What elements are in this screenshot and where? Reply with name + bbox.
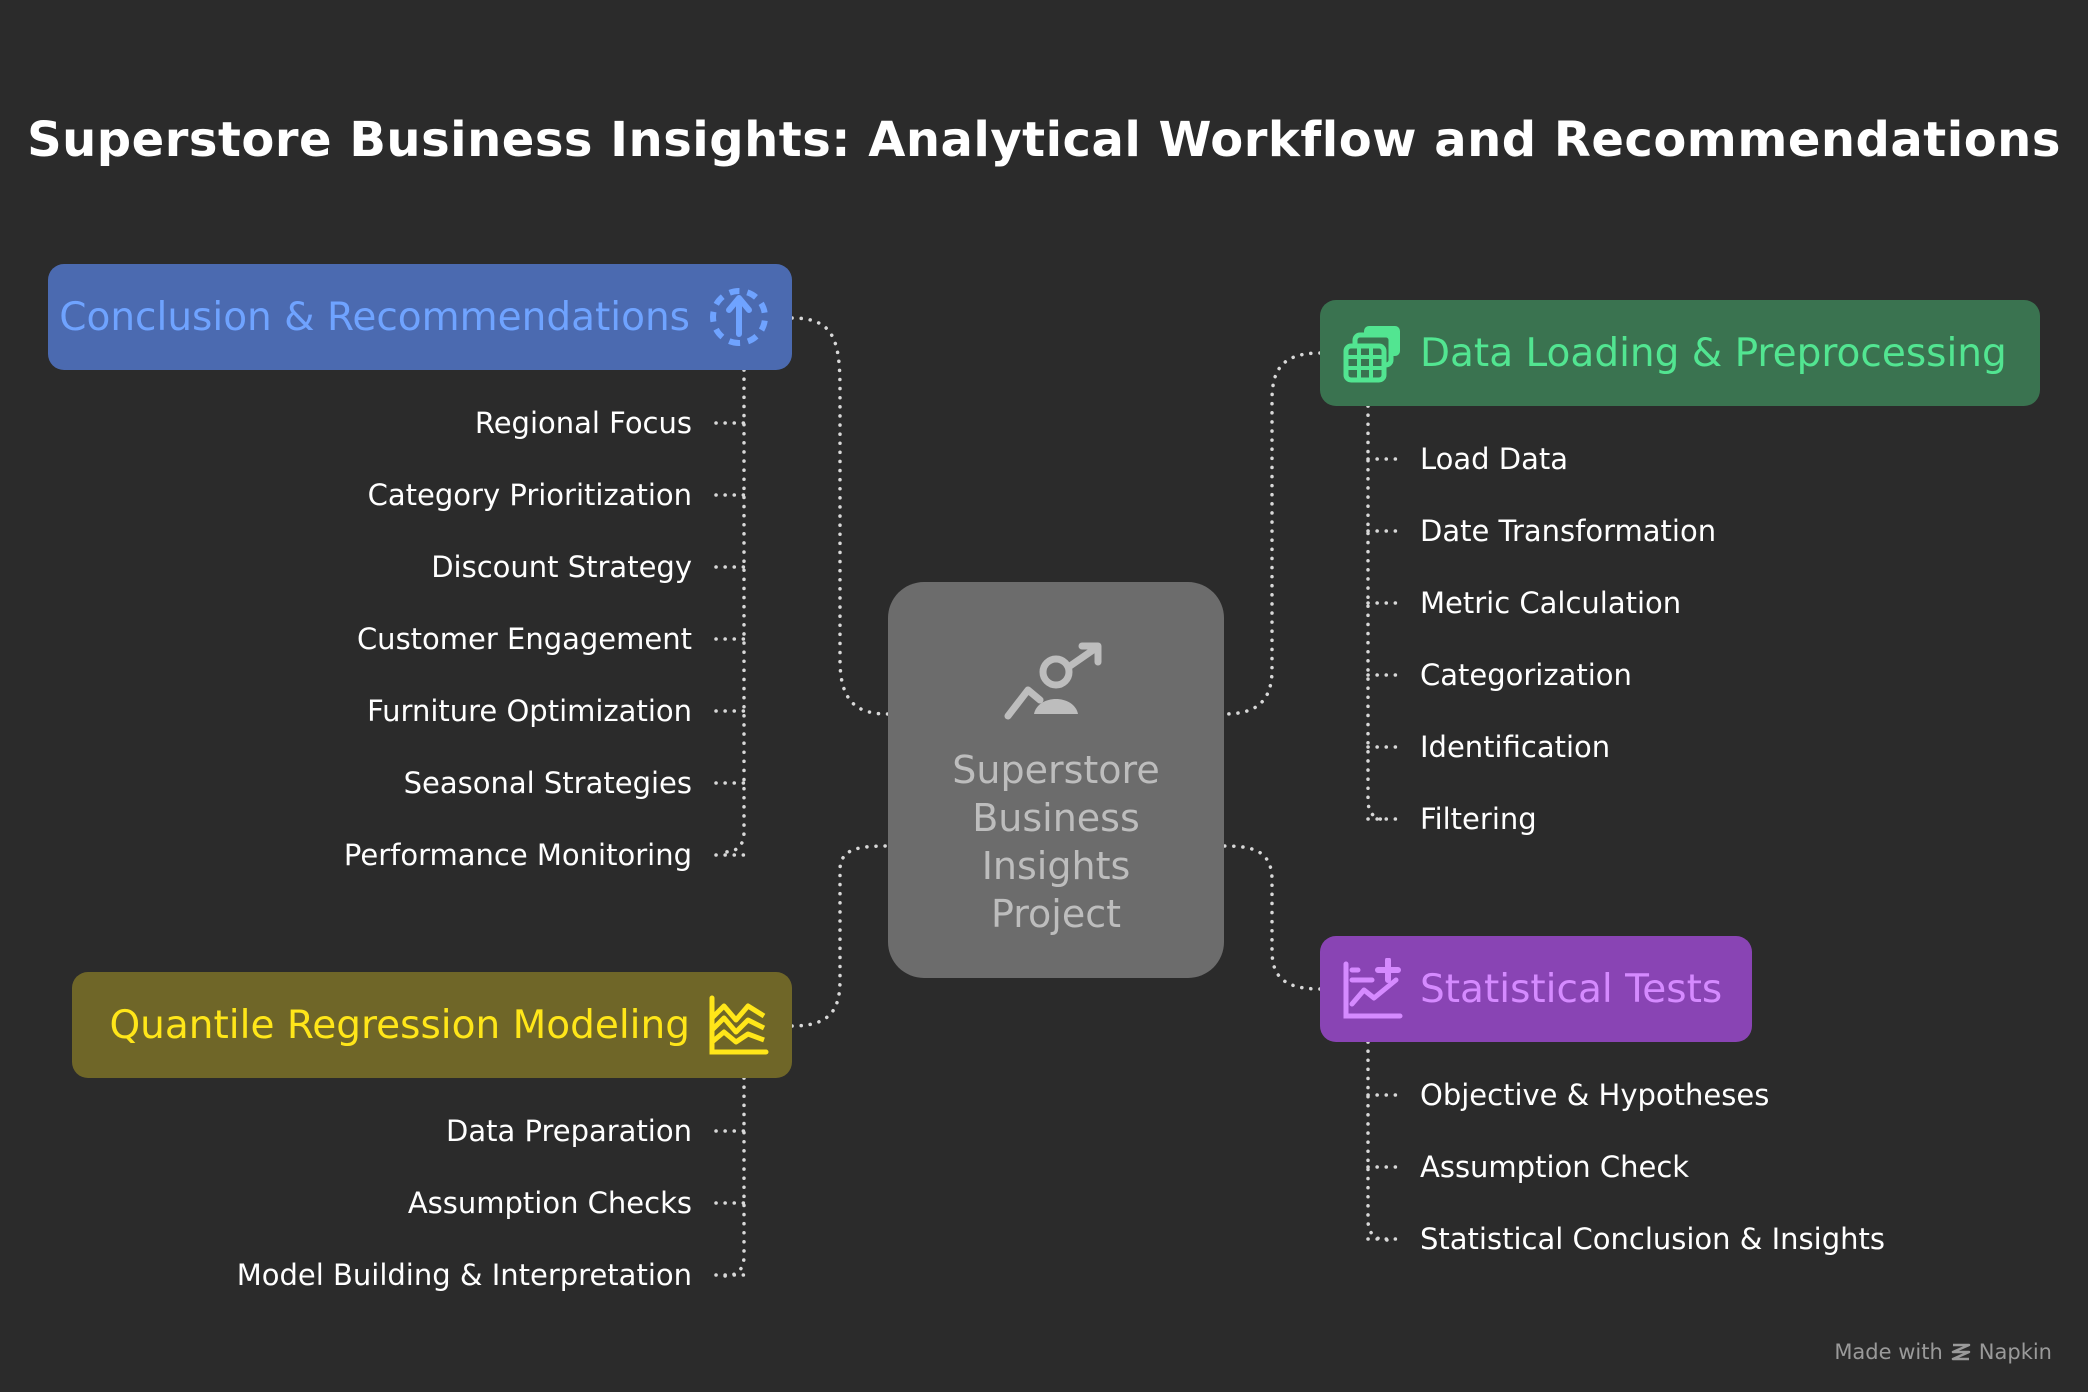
leaf-customer-engagement: Customer Engagement	[356, 622, 692, 656]
trunk-data	[1366, 404, 1390, 822]
napkin-brand: Napkin	[1978, 1340, 2052, 1364]
trunk-conclusion	[722, 368, 746, 854]
leaf-discount-strategy: Discount Strategy	[431, 550, 692, 584]
leaf-date-transformation: Date Transformation	[1420, 514, 1717, 548]
trunk-stats	[1366, 1040, 1390, 1242]
branch-label: Conclusion & Recommendations	[59, 294, 690, 340]
connector-quantile	[790, 844, 890, 1028]
branch-statistical-tests[interactable]: Statistical Tests	[1320, 936, 1752, 1042]
leaf-assumption-checks: Assumption Checks	[407, 1186, 692, 1220]
leaf-furniture-optimization: Furniture Optimization	[367, 694, 692, 728]
area-chart-icon	[708, 994, 770, 1056]
person-growth-arrow-icon	[1000, 640, 1112, 724]
center-node[interactable]: Superstore Business Insights Project	[888, 582, 1224, 978]
trunk-quantile	[722, 1076, 746, 1278]
branch-label: Quantile Regression Modeling	[109, 1002, 690, 1048]
made-with-footer[interactable]: Made with Napkin	[1834, 1340, 2052, 1364]
made-with-label: Made with	[1834, 1340, 1943, 1364]
leaf-data-preparation: Data Preparation	[446, 1114, 692, 1148]
diagram-title: Superstore Business Insights: Analytical…	[27, 112, 2061, 168]
branch-label: Statistical Tests	[1420, 966, 1723, 1012]
leaf-seasonal-strategies: Seasonal Strategies	[403, 766, 692, 800]
leaf-performance-monitoring: Performance Monitoring	[343, 838, 692, 872]
connector-conclusion	[790, 316, 890, 716]
leaf-load-data: Load Data	[1420, 442, 1569, 476]
connector-data	[1222, 351, 1322, 716]
leaf-regional-focus: Regional Focus	[474, 406, 692, 440]
leaf-objective-hypotheses: Objective & Hypotheses	[1420, 1078, 1770, 1112]
center-label: Superstore Business Insights Project	[952, 748, 1160, 936]
branch-data-loading[interactable]: Data Loading & Preprocessing	[1320, 300, 2040, 406]
leaf-model-building: Model Building & Interpretation	[236, 1258, 692, 1292]
napkin-logo-icon	[1951, 1341, 1971, 1363]
connector-stats	[1222, 844, 1322, 991]
leaf-identification: Identification	[1420, 730, 1611, 764]
leaf-metric-calculation: Metric Calculation	[1420, 586, 1682, 620]
leaf-categorization: Categorization	[1420, 658, 1632, 692]
leaf-assumption-check: Assumption Check	[1420, 1150, 1690, 1184]
branch-label: Data Loading & Preprocessing	[1420, 330, 2007, 376]
chart-plus-icon	[1342, 957, 1404, 1020]
branch-quantile-regression[interactable]: Quantile Regression Modeling	[72, 972, 792, 1078]
leaf-category-prioritization: Category Prioritization	[367, 478, 692, 512]
branch-conclusion-recommendations[interactable]: Conclusion & Recommendations	[48, 264, 792, 370]
dashed-circle-arrow-up-icon	[708, 286, 770, 348]
leaf-statistical-conclusion: Statistical Conclusion & Insights	[1420, 1222, 1885, 1256]
leaf-filtering: Filtering	[1420, 802, 1537, 836]
stacked-tables-icon	[1342, 322, 1404, 384]
